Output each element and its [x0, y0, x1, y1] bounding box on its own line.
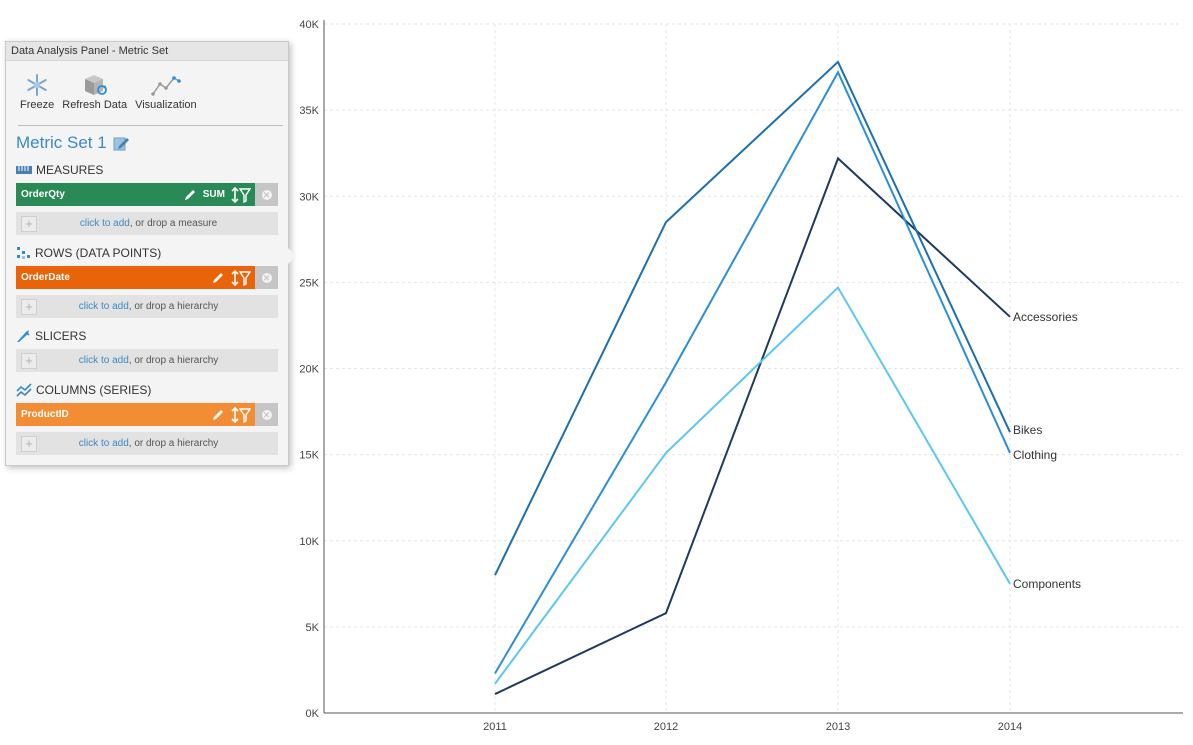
series-label-clothing: Clothing [1013, 448, 1057, 462]
columns-title: COLUMNS (SERIES) [36, 383, 152, 397]
measures-title: MEASURES [36, 163, 104, 177]
slicers-section-header: SLICERS [16, 329, 86, 343]
drop-column-text: , or drop a hierarchy [128, 438, 219, 449]
visualization-icon [151, 76, 181, 96]
aggregation-label[interactable]: SUM [202, 189, 225, 200]
x-tick-label: 2011 [483, 721, 507, 733]
freeze-label: Freeze [20, 99, 55, 111]
panel-pointer [287, 247, 296, 265]
drop-row-text: , or drop a hierarchy [128, 301, 219, 312]
add-column-link[interactable]: click to add [78, 438, 129, 449]
toolbar-divider [18, 125, 283, 126]
add-measure-link[interactable]: click to add [79, 218, 130, 229]
x-tick-label: 2012 [654, 721, 678, 733]
panel-toolbar: Freeze Refresh Data [6, 61, 288, 135]
x-axis: 2011 2012 2013 2014 [324, 712, 1183, 733]
x-tick-label: 2013 [826, 721, 850, 733]
sort-filter-icon[interactable] [231, 269, 251, 286]
drop-slicer-text: , or drop a hierarchy [128, 355, 219, 366]
sort-filter-icon[interactable] [231, 406, 251, 423]
measures-section-header: MEASURES [16, 163, 103, 177]
y-tick-label: 15K [299, 450, 319, 462]
edit-icon[interactable] [183, 188, 197, 202]
series-line-components [494, 285, 1011, 685]
series-label-components: Components [1013, 577, 1081, 591]
row-tools [211, 269, 255, 286]
row-name: OrderDate [21, 272, 70, 283]
y-tick-label: 0K [306, 708, 320, 720]
y-tick-label: 30K [299, 191, 319, 203]
slicer-drop-zone[interactable]: + click to add, or drop a hierarchy [16, 349, 278, 372]
chart-grid [324, 23, 1183, 713]
drop-measure-text: , or drop a measure [129, 218, 218, 229]
add-icon: + [21, 435, 37, 452]
row-drop-zone[interactable]: + click to add, or drop a hierarchy [16, 295, 278, 318]
series-line-clothing [494, 70, 1011, 674]
column-item-productid[interactable]: ProductID [16, 403, 255, 426]
chart-series: Accessories Bikes Clothing Components [494, 60, 1081, 695]
rows-title: ROWS (DATA POINTS) [35, 246, 162, 260]
column-name: ProductID [21, 409, 69, 420]
measure-drop-zone[interactable]: + click to add, or drop a measure [16, 212, 278, 235]
y-axis: 0K 5K 10K 15K 20K 25K 30K 35K 40K [299, 19, 325, 720]
remove-measure-button[interactable]: ✕ [255, 183, 278, 206]
columns-section-header: COLUMNS (SERIES) [16, 383, 151, 397]
column-tools [211, 406, 255, 423]
series-label-bikes: Bikes [1013, 423, 1042, 437]
measure-item-orderqty[interactable]: OrderQty SUM [16, 183, 255, 206]
data-analysis-panel: Data Analysis Panel - Metric Set Freeze [5, 41, 289, 466]
panel-title: Data Analysis Panel - Metric Set [6, 42, 288, 61]
y-tick-label: 25K [299, 277, 319, 289]
measures-icon [16, 166, 32, 174]
series-line-accessories [494, 156, 1011, 695]
sort-filter-icon[interactable] [231, 186, 251, 203]
visualization-label: Visualization [135, 99, 197, 111]
metric-set-title: Metric Set 1 [16, 133, 129, 153]
y-tick-label: 20K [299, 364, 319, 376]
x-tick-label: 2014 [998, 721, 1022, 733]
row-item-orderdate[interactable]: OrderDate [16, 266, 255, 289]
add-icon: + [21, 352, 37, 369]
y-tick-label: 40K [299, 19, 319, 31]
column-drop-zone[interactable]: + click to add, or drop a hierarchy [16, 432, 278, 455]
measure-name: OrderQty [21, 189, 65, 200]
y-tick-label: 5K [306, 622, 320, 634]
rows-section-header: ROWS (DATA POINTS) [16, 246, 161, 260]
add-row-link[interactable]: click to add [78, 301, 129, 312]
close-icon: ✕ [261, 272, 272, 283]
close-icon: ✕ [261, 409, 272, 420]
measure-tools: SUM [183, 183, 255, 206]
slicers-title: SLICERS [35, 329, 87, 343]
metric-set-name: Metric Set 1 [16, 133, 107, 152]
series-line-bikes [494, 60, 1011, 576]
add-icon: + [21, 215, 37, 232]
edit-metric-set-icon[interactable] [113, 135, 129, 151]
visualization-button[interactable]: Visualization [135, 71, 197, 135]
refresh-data-label: Refresh Data [62, 99, 128, 111]
remove-column-button[interactable]: ✕ [255, 403, 278, 426]
snowflake-icon [27, 74, 47, 96]
y-tick-label: 35K [299, 105, 319, 117]
edit-icon[interactable] [211, 271, 225, 285]
series-icon [16, 383, 32, 397]
edit-icon[interactable] [211, 408, 225, 422]
refresh-data-button[interactable]: Refresh Data [62, 71, 127, 135]
series-label-accessories: Accessories [1013, 310, 1078, 324]
y-tick-label: 10K [299, 536, 319, 548]
refresh-data-icon [84, 75, 107, 95]
freeze-button[interactable]: Freeze [20, 71, 54, 135]
slicer-knife-icon [17, 330, 30, 342]
data-points-icon [17, 247, 30, 259]
close-icon: ✕ [261, 189, 272, 200]
add-icon: + [21, 298, 37, 315]
add-slicer-link[interactable]: click to add [78, 355, 129, 366]
remove-row-button[interactable]: ✕ [255, 266, 278, 289]
